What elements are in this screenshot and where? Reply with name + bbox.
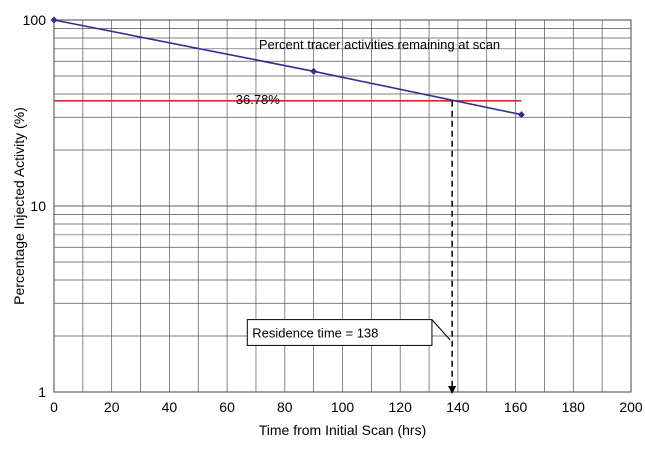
callout-label: Residence time = 138 (252, 326, 378, 341)
x-tick-label: 180 (562, 399, 586, 415)
plot-frame (53, 19, 632, 393)
x-tick-label: 20 (104, 399, 120, 415)
x-axis-ticks: 0 20 40 60 80 100 120 140 160 180 200 (50, 399, 643, 415)
y-tick-label: 1 (38, 384, 46, 400)
reference-layer (54, 99, 522, 394)
data-point (50, 16, 58, 24)
callout-leader-line (431, 319, 451, 341)
reference-line-label: 36.78% (236, 92, 281, 107)
x-tick-label: 160 (504, 399, 528, 415)
x-tick-label: 120 (389, 399, 413, 415)
y-axis-title: Percentage Injected Activity (%) (11, 107, 27, 305)
x-tick-label: 100 (331, 399, 355, 415)
x-tick-label: 80 (277, 399, 293, 415)
y-axis-ticks: 1 10 100 (23, 12, 47, 400)
x-tick-label: 200 (619, 399, 643, 415)
y-tick-label: 100 (23, 12, 47, 28)
callout-box (246, 319, 433, 346)
x-axis-title: Time from Initial Scan (hrs) (259, 422, 427, 438)
x-tick-label: 40 (162, 399, 178, 415)
series-layer (50, 16, 525, 119)
series-label: Percent tracer activities remaining at s… (259, 37, 500, 52)
x-tick-label: 140 (446, 399, 470, 415)
x-tick-label: 60 (219, 399, 235, 415)
residence-time-callout: Residence time = 138 (246, 319, 451, 346)
y-tick-label: 10 (30, 198, 46, 214)
data-point (517, 111, 525, 119)
data-point (310, 67, 318, 75)
x-tick-label: 0 (50, 399, 58, 415)
